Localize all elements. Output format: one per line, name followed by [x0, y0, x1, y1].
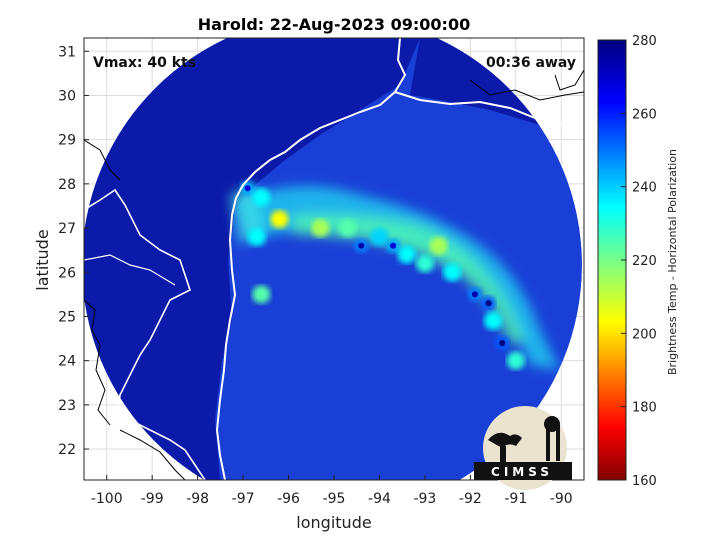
y-tick-label: 23 — [58, 398, 76, 414]
x-tick-label: -92 — [459, 491, 482, 507]
convective-cell-core — [485, 300, 492, 307]
cimss-logo-text: CIMSS — [491, 465, 553, 479]
colorbar-tick-label: 200 — [632, 327, 657, 342]
convective-cell — [484, 311, 503, 330]
x-tick-label: -95 — [323, 491, 346, 507]
colorbar-tick-label: 160 — [632, 474, 657, 489]
convective-cell — [429, 236, 448, 255]
convective-cell-core — [390, 242, 397, 249]
y-tick-label: 26 — [58, 265, 76, 281]
colorbar-tick-label: 240 — [632, 181, 657, 196]
colorbar-ticks: 280 260 240 220 200 180 160 — [621, 34, 657, 489]
colorbar-tick-label: 180 — [632, 401, 657, 416]
y-tick-label: 28 — [58, 177, 76, 193]
x-tick-label: -90 — [550, 491, 573, 507]
x-tick-label: -99 — [141, 491, 164, 507]
y-tick-label: 22 — [58, 442, 76, 458]
coastlines — [84, 38, 584, 480]
convective-cell — [247, 227, 266, 246]
convective-cell-core — [499, 339, 506, 346]
y-axis-label: latitude — [33, 229, 52, 290]
cimss-logo: CIMSS — [474, 406, 572, 490]
convective-cell — [311, 219, 330, 238]
y-tick-label: 25 — [58, 309, 76, 325]
x-axis-label: longitude — [296, 513, 371, 532]
convective-cell — [415, 254, 434, 273]
convective-cell — [506, 351, 525, 370]
vmax-label: Vmax: 40 kts — [93, 55, 196, 71]
x-tick-label: -94 — [368, 491, 391, 507]
y-tick-label: 31 — [58, 44, 76, 60]
rainband-cells — [240, 181, 525, 370]
x-tick-label: -97 — [232, 491, 255, 507]
colorbar-tick-label: 260 — [632, 107, 657, 122]
colorbar-tick-label: 220 — [632, 254, 657, 269]
x-tick-label: -98 — [186, 491, 209, 507]
colorbar-tick-label: 280 — [632, 34, 657, 49]
convective-cell-core — [471, 291, 478, 298]
x-tick-label: -93 — [413, 491, 436, 507]
plot-area — [84, 38, 584, 480]
convective-cell — [370, 227, 389, 246]
x-tick-label: -91 — [504, 491, 527, 507]
y-tick-labels: 31 30 29 28 27 26 25 24 23 22 — [58, 44, 89, 458]
x-tick-labels: -100 -99 -98 -97 -96 -95 -94 -93 -92 -91 -90 — [91, 475, 573, 507]
y-tick-label: 29 — [58, 133, 76, 149]
convective-cell — [397, 245, 416, 264]
convective-cell — [338, 219, 357, 238]
map-title: Harold: 22-Aug-2023 09:00:00 — [198, 15, 470, 34]
convective-cell — [252, 188, 271, 207]
convective-cell — [252, 285, 271, 304]
y-tick-label: 24 — [58, 354, 76, 370]
convective-cell — [443, 263, 462, 282]
x-tick-label: -96 — [277, 491, 300, 507]
colorbar-label: Brightness Temp - Horizontal Polarizatio… — [666, 149, 679, 375]
y-tick-label: 27 — [58, 221, 76, 237]
y-tick-label: 30 — [58, 88, 76, 104]
microwave-swath — [84, 38, 582, 480]
time-away-label: 00:36 away — [486, 55, 576, 71]
convective-cell — [270, 210, 289, 229]
x-tick-label: -100 — [91, 491, 123, 507]
convective-cell-core — [358, 242, 365, 249]
convective-cell-core — [244, 185, 251, 192]
